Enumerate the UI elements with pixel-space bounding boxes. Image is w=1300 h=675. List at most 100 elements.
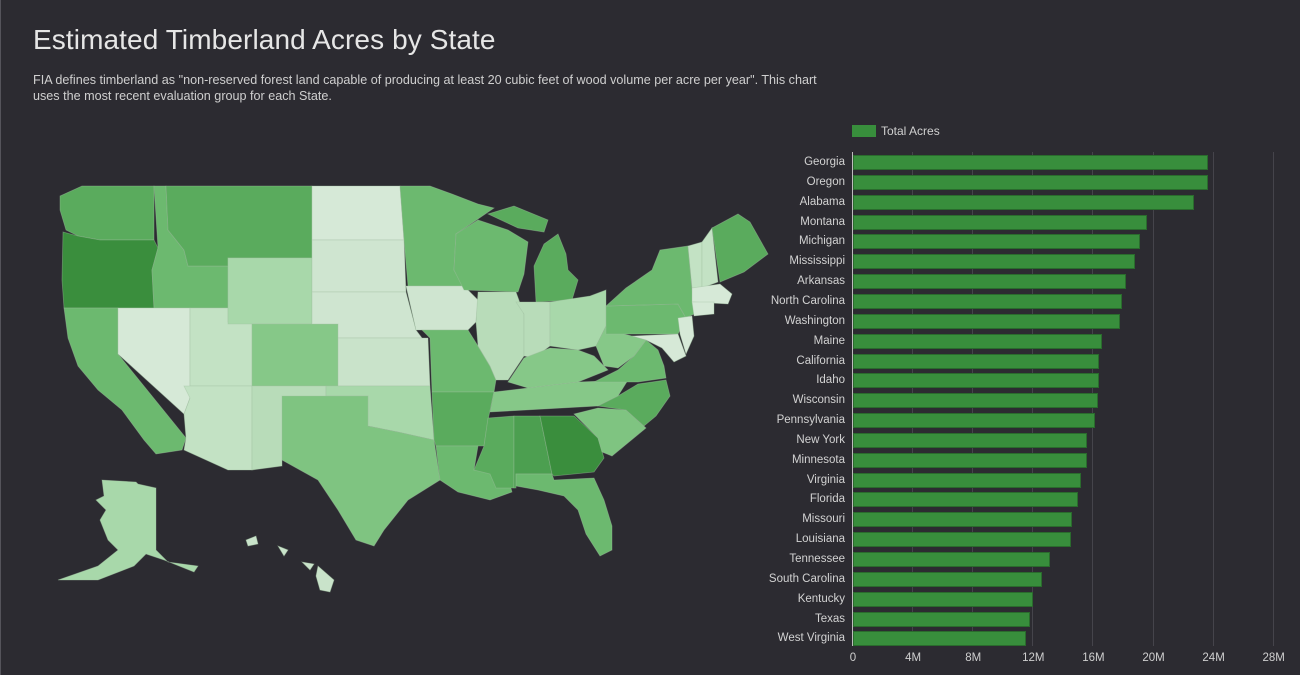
bar-row[interactable]: Wisconsin xyxy=(760,392,1300,412)
bar[interactable] xyxy=(853,333,1103,349)
bar[interactable] xyxy=(853,353,1100,369)
bar[interactable] xyxy=(853,472,1082,488)
bar[interactable] xyxy=(853,254,1136,270)
bar-category-label: Georgia xyxy=(804,156,845,168)
bar-category-label: Oregon xyxy=(806,175,845,188)
bar[interactable] xyxy=(853,214,1148,230)
state-arkansas[interactable] xyxy=(431,391,495,447)
bar[interactable] xyxy=(853,313,1121,329)
bar-category-label: North Carolina xyxy=(770,294,845,307)
state-south-dakota[interactable] xyxy=(311,239,407,293)
bar-row[interactable]: Florida xyxy=(760,491,1300,511)
bar[interactable] xyxy=(853,631,1026,647)
bar-row[interactable]: Pennsylvania xyxy=(760,412,1300,432)
us-choropleth-map[interactable] xyxy=(38,170,778,600)
bar-row[interactable]: Montana xyxy=(760,214,1300,234)
bar-row[interactable]: West Virginia xyxy=(760,630,1300,650)
bar[interactable] xyxy=(853,194,1195,210)
bar-row[interactable]: North Carolina xyxy=(760,293,1300,313)
bar[interactable] xyxy=(853,373,1100,389)
bar-row[interactable]: Texas xyxy=(760,611,1300,631)
bar[interactable] xyxy=(853,393,1098,409)
x-tick-label: 28M xyxy=(1262,652,1285,664)
bar-row[interactable]: Louisiana xyxy=(760,531,1300,551)
state-iowa[interactable] xyxy=(405,285,479,331)
state-kansas[interactable] xyxy=(337,337,431,387)
bar-row[interactable]: Minnesota xyxy=(760,452,1300,472)
x-tick-label: 8M xyxy=(965,652,982,664)
state-new-jersey[interactable] xyxy=(677,315,695,356)
state-wisconsin[interactable] xyxy=(453,219,529,293)
state-north-dakota[interactable] xyxy=(311,185,405,241)
state-new-hampshire[interactable] xyxy=(701,226,719,289)
state-massachusetts[interactable] xyxy=(691,283,733,305)
bar-category-label: Pennsylvania xyxy=(776,414,845,427)
bar-row[interactable]: Georgia xyxy=(760,154,1300,174)
bar-row[interactable]: Kentucky xyxy=(760,591,1300,611)
bar-row[interactable]: Virginia xyxy=(760,472,1300,492)
bar[interactable] xyxy=(853,174,1208,190)
state-montana[interactable] xyxy=(165,185,313,267)
bar-row[interactable]: New York xyxy=(760,432,1300,452)
bar-category-label: South Carolina xyxy=(768,572,845,585)
bar-category-label: Michigan xyxy=(798,235,845,248)
bar-category-label: Alabama xyxy=(799,195,845,208)
bar-row[interactable]: Idaho xyxy=(760,372,1300,392)
state-connecticut[interactable] xyxy=(691,301,715,317)
state-pennsylvania[interactable] xyxy=(605,303,687,335)
state-alaska[interactable] xyxy=(57,479,199,581)
bar-row[interactable]: Alabama xyxy=(760,194,1300,214)
bar[interactable] xyxy=(853,413,1095,429)
bar[interactable] xyxy=(853,492,1079,508)
state-georgia[interactable] xyxy=(539,415,605,477)
bar[interactable] xyxy=(853,432,1088,448)
bar[interactable] xyxy=(853,611,1031,627)
bar[interactable] xyxy=(853,274,1127,290)
state-maryland[interactable] xyxy=(631,333,687,363)
bar-row[interactable]: Oregon xyxy=(760,174,1300,194)
bar-row[interactable]: Washington xyxy=(760,313,1300,333)
bar[interactable] xyxy=(853,571,1043,587)
x-tick-label: 16M xyxy=(1082,652,1105,664)
state-south-carolina[interactable] xyxy=(573,407,647,457)
state-washington[interactable] xyxy=(59,185,155,241)
state-oregon[interactable] xyxy=(61,231,159,309)
bar[interactable] xyxy=(853,293,1122,309)
x-tick-label: 4M xyxy=(905,652,922,664)
bar-category-label: Tennessee xyxy=(789,553,845,565)
bar[interactable] xyxy=(853,532,1071,548)
bar-row[interactable]: Arkansas xyxy=(760,273,1300,293)
bar[interactable] xyxy=(853,452,1088,468)
state-new-york[interactable] xyxy=(604,245,699,319)
bar[interactable] xyxy=(853,155,1208,170)
state-hawaii[interactable] xyxy=(245,535,335,593)
bar-row[interactable]: Missouri xyxy=(760,511,1300,531)
bar-category-label: New York xyxy=(796,433,845,446)
bar[interactable] xyxy=(853,552,1050,567)
state-louisiana[interactable] xyxy=(435,445,513,501)
bar-category-label: Texas xyxy=(814,612,845,625)
state-florida[interactable] xyxy=(515,473,613,557)
bar-row[interactable]: Mississippi xyxy=(760,253,1300,273)
bar[interactable] xyxy=(853,512,1073,528)
bar-category-label: California xyxy=(796,354,845,367)
bar-category-label: Maine xyxy=(813,334,845,347)
state-michigan[interactable] xyxy=(486,205,579,303)
state-kentucky[interactable] xyxy=(507,347,609,389)
state-north-carolina[interactable] xyxy=(596,379,671,427)
bar[interactable] xyxy=(853,234,1140,250)
state-wyoming[interactable] xyxy=(227,257,313,325)
state-arizona[interactable] xyxy=(183,385,253,471)
state-maine[interactable] xyxy=(711,213,769,283)
bar-row[interactable]: Tennessee xyxy=(760,551,1300,571)
state-colorado[interactable] xyxy=(251,323,339,387)
state-texas[interactable] xyxy=(281,395,441,547)
state-virginia[interactable] xyxy=(593,339,667,383)
bar-row[interactable]: California xyxy=(760,353,1300,373)
bar-row[interactable]: Michigan xyxy=(760,233,1300,253)
page-title: Estimated Timberland Acres by State xyxy=(33,24,496,55)
bar[interactable] xyxy=(853,591,1034,607)
bar-row[interactable]: Maine xyxy=(760,333,1300,353)
state-tennessee[interactable] xyxy=(489,379,629,413)
bar-row[interactable]: South Carolina xyxy=(760,571,1300,591)
